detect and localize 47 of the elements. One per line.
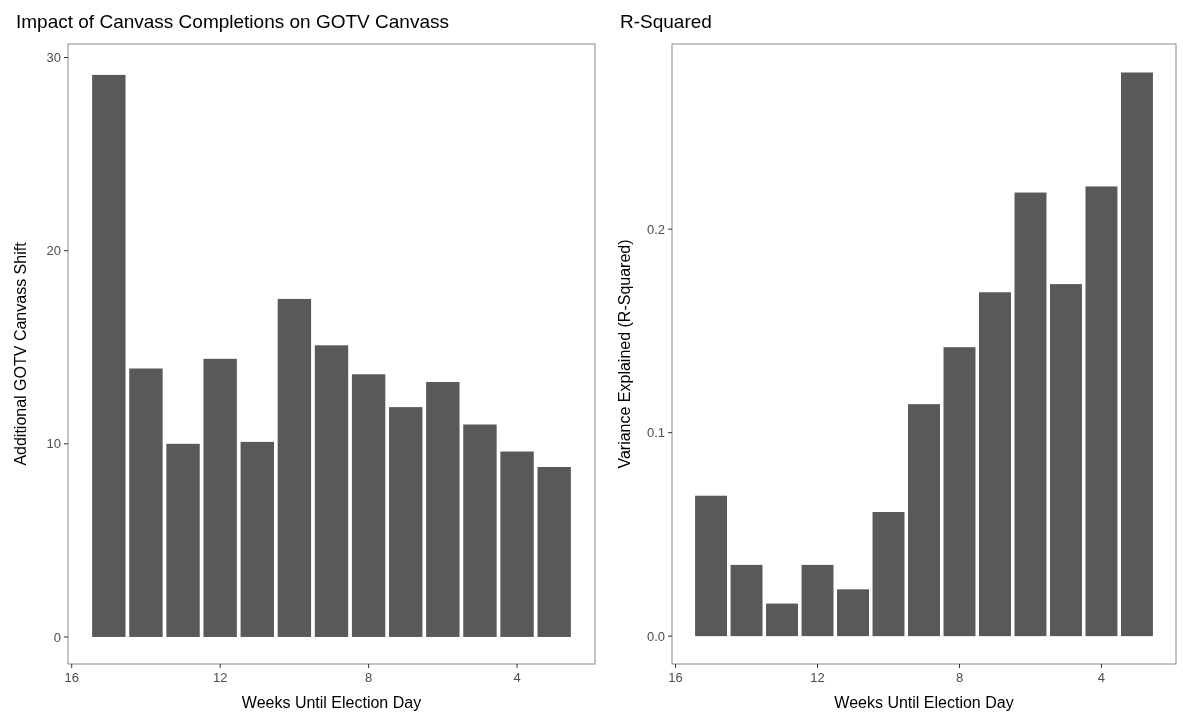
bar (426, 382, 460, 637)
chart-title: R-Squared (620, 11, 712, 32)
bar (92, 74, 126, 637)
x-tick-label: 12 (810, 670, 825, 685)
y-axis-title: Additional GOTV Canvass Shift (12, 241, 29, 466)
y-tick-label: 10 (46, 436, 61, 452)
bar (1050, 284, 1082, 637)
y-tick-label: 20 (46, 243, 61, 259)
x-axis-title: Weeks Until Election Day (241, 694, 422, 711)
x-tick-label: 16 (64, 670, 79, 685)
bar (351, 374, 386, 637)
bar (730, 564, 763, 637)
bar (463, 424, 497, 637)
x-axis-title: Weeks Until Election Day (834, 694, 1014, 711)
bar (943, 347, 976, 637)
bar (203, 358, 237, 637)
bar (314, 345, 349, 637)
bar (129, 368, 163, 637)
bar (872, 512, 905, 637)
x-tick-label: 8 (955, 670, 964, 685)
bar (277, 298, 312, 637)
x-tick-label: 16 (668, 670, 683, 685)
bar (1120, 72, 1153, 637)
x-tick-label: 12 (212, 670, 228, 685)
bar (1085, 186, 1118, 637)
bar (908, 404, 940, 637)
bar (537, 466, 571, 637)
bar (1014, 192, 1047, 637)
bar (766, 603, 798, 637)
x-tick-label: 8 (365, 670, 373, 685)
bar (979, 292, 1011, 637)
x-tick-label: 4 (1097, 670, 1106, 685)
y-tick-label: 0.0 (646, 628, 665, 644)
bar (166, 443, 200, 637)
y-tick-label: 30 (46, 50, 61, 66)
bar (240, 441, 274, 637)
bar (500, 451, 534, 637)
bar (695, 495, 728, 637)
y-tick-label: 0.1 (646, 425, 665, 441)
y-axis-title: Variance Explained (R-Squared) (616, 239, 633, 469)
bar (837, 589, 869, 637)
y-tick-label: 0.2 (646, 221, 665, 237)
y-tick-label: 0 (53, 629, 61, 645)
chart-title: Impact of Canvass Completions on GOTV Canvass (16, 11, 449, 32)
bar (801, 564, 834, 637)
bar (389, 407, 423, 637)
x-tick-label: 4 (513, 670, 521, 685)
